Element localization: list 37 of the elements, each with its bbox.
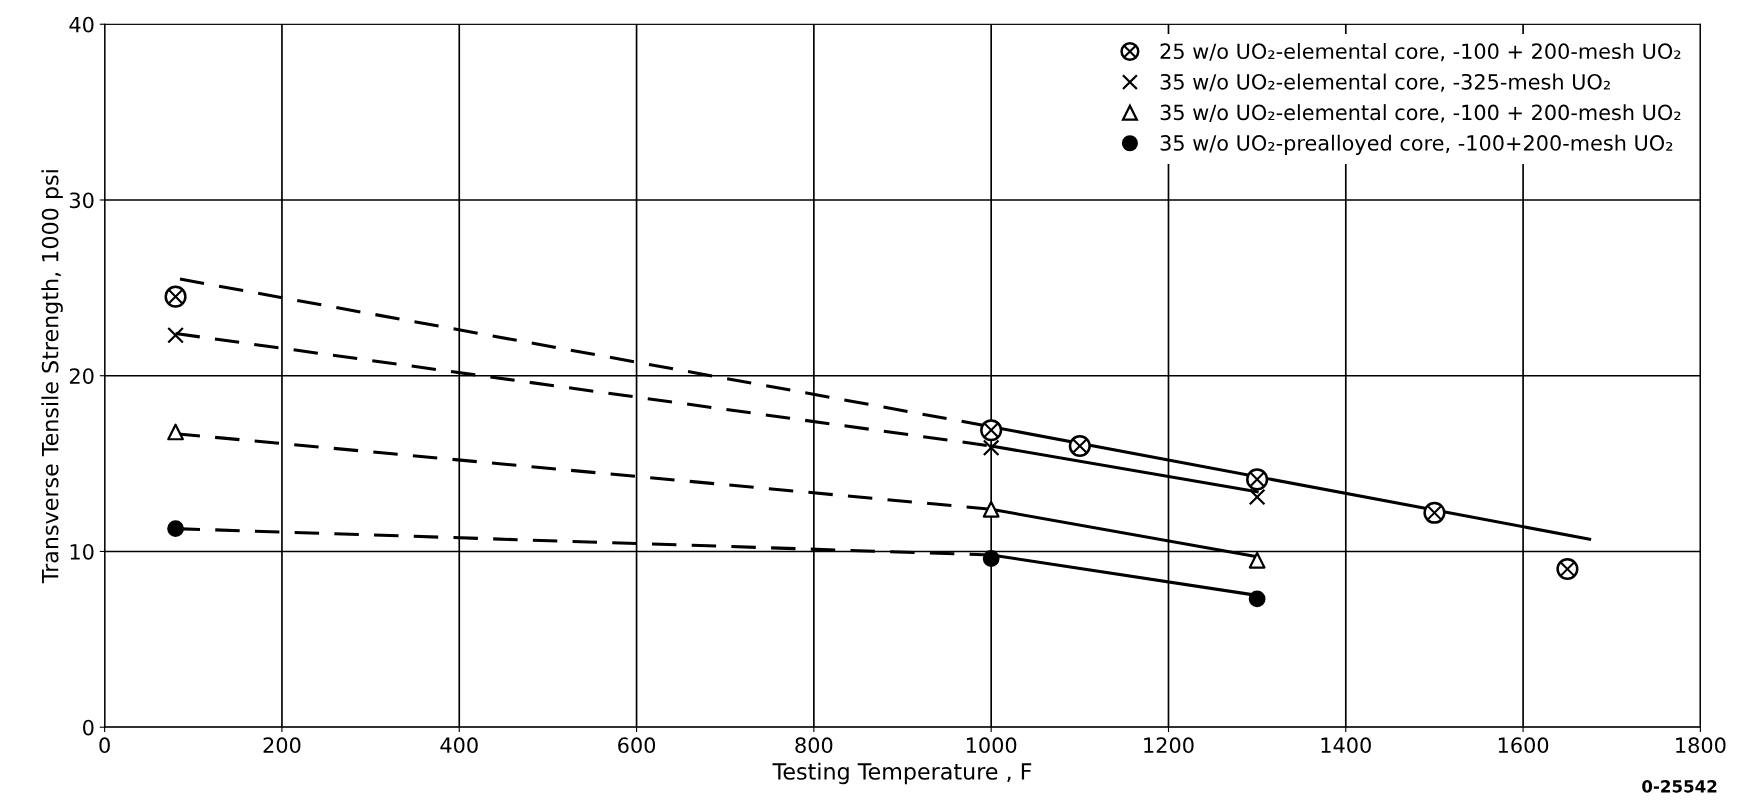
point [1246, 468, 1269, 491]
y-tick-label: 0 [83, 719, 94, 736]
y-tick-label: 40 [69, 16, 94, 33]
x-tick-label: 800 [795, 737, 833, 754]
point [1068, 434, 1091, 458]
x-tick-label: 0 [99, 737, 110, 754]
point [982, 500, 1000, 518]
text: 0-25542 [1642, 780, 1717, 793]
x-tick-label: 1600 [1498, 737, 1549, 754]
y-tick-label: 10 [70, 543, 94, 560]
point [167, 326, 184, 344]
x-tick-label: 200 [263, 737, 301, 754]
y-tick-label: 30 [70, 192, 94, 209]
x-tick-label: 600 [618, 737, 656, 754]
point [980, 419, 1003, 442]
point [1248, 590, 1266, 608]
y-tick-label: 20 [69, 368, 94, 384]
point [982, 550, 1000, 567]
x-tick-label: 1800 [1676, 737, 1726, 754]
point [1248, 551, 1266, 569]
point [1248, 488, 1266, 506]
legend-label: 35 w/o UO₂-elemental core, -325-mesh UO₂ [1160, 73, 1610, 92]
y-axis-title: Transverse Tensile Strength, 1000 psi [41, 170, 63, 584]
x-axis-title: Testing Temperature , F [772, 762, 1032, 785]
point [982, 439, 1000, 457]
point [1423, 501, 1446, 524]
point [164, 285, 187, 308]
x-tick-label: 1000 [966, 737, 1017, 754]
x-tick-label: 1200 [1144, 737, 1194, 754]
legend-label: 35 w/o UO₂-prealloyed core, -100+200-mesh UO₂ [1160, 134, 1673, 155]
point [167, 520, 184, 538]
point [1556, 557, 1579, 581]
point [167, 423, 184, 441]
x-tick-label: 400 [440, 737, 478, 754]
legend-label: 35 w/o UO₂-elemental core, -100 + 200-mesh UO₂ [1160, 104, 1681, 123]
legend-label: 25 w/o UO₂-elemental core, -100 + 200-mesh UO₂ [1160, 42, 1681, 62]
x-tick-label: 1400 [1321, 737, 1371, 754]
